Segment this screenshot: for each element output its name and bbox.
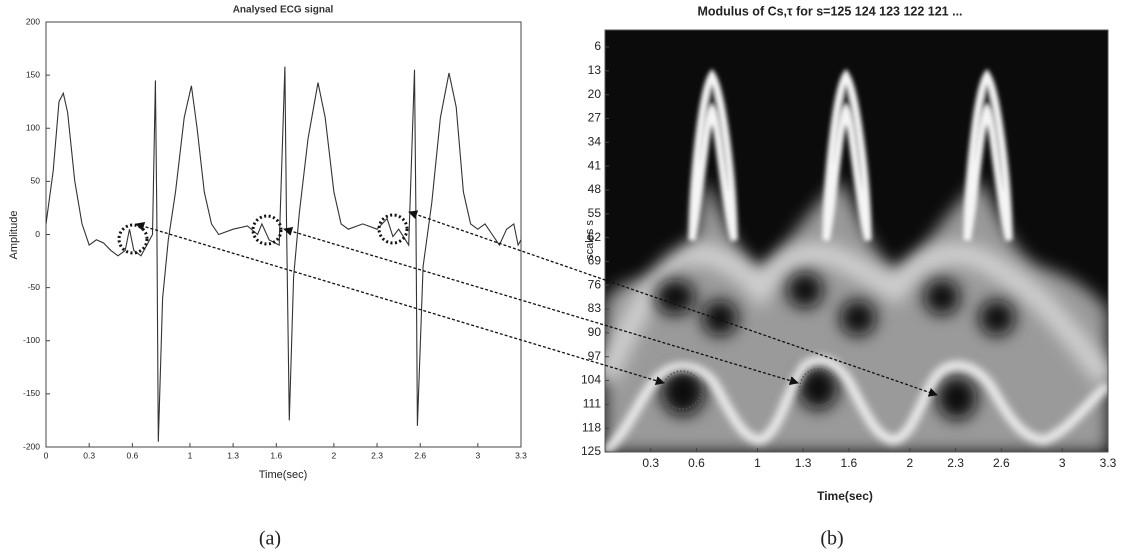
x-tick-label: 0.3 [83, 450, 95, 460]
y-tick-label: 13 [588, 63, 602, 77]
y-tick-label: 97 [588, 349, 602, 363]
y-tick-label: 34 [588, 134, 602, 148]
y-tick-label: 104 [581, 373, 601, 387]
y-tick-label: -100 [23, 335, 40, 345]
y-tick-label: -50 [28, 282, 41, 292]
ecg-line [45, 66, 522, 442]
x-tick-label: 2 [907, 456, 914, 470]
y-tick-label: 100 [26, 123, 40, 133]
annotations [117, 210, 976, 417]
caption: (a) [259, 528, 281, 550]
x-tick-label: 2.6 [414, 450, 426, 460]
x-axis-label: Time(sec) [259, 469, 307, 481]
y-tick-label: 125 [581, 444, 601, 458]
x-axis-label: Time(sec) [817, 489, 873, 503]
y-tick-label: 83 [588, 301, 602, 315]
y-tick-label: 200 [26, 16, 40, 26]
x-tick-label: 1.6 [270, 450, 282, 460]
y-tick-label: 41 [588, 158, 602, 172]
y-axis-label: scales s [584, 220, 596, 260]
y-tick-label: 50 [31, 176, 41, 186]
y-tick-label: -150 [23, 388, 40, 398]
x-tick-label: 0.6 [688, 456, 705, 470]
x-tick-label: 1.3 [795, 456, 812, 470]
y-tick-label: 0 [35, 229, 40, 239]
y-tick-label: 55 [588, 206, 602, 220]
x-tick-label: 3 [475, 450, 480, 460]
y-tick-label: 76 [588, 277, 602, 291]
y-tick-label: 150 [26, 69, 40, 79]
caption: (b) [820, 528, 843, 550]
y-tick-label: -200 [23, 441, 40, 451]
y-tick-label: 118 [582, 420, 601, 434]
plot-frame-a [45, 21, 522, 448]
x-tick-label: 2.6 [993, 456, 1010, 470]
x-tick-label: 3.3 [1100, 456, 1117, 470]
x-tick-label: 2.3 [947, 456, 964, 470]
x-tick-label: 1 [188, 450, 193, 460]
x-tick-label: 3 [1059, 456, 1066, 470]
x-tick-label: 0.6 [126, 450, 138, 460]
x-tick-label: 2.3 [371, 450, 383, 460]
x-tick-label: 1.3 [227, 450, 239, 460]
y-tick-label: 62 [588, 230, 602, 244]
y-axis-label: Amplitude [8, 211, 20, 260]
y-tick-label: 90 [588, 325, 602, 339]
y-tick-label: 27 [588, 111, 602, 125]
chart-title: Modulus of Cs,τ for s=125 124 123 122 12… [697, 4, 962, 18]
y-tick-label: 69 [588, 254, 602, 268]
x-tick-label: 0 [44, 450, 49, 460]
x-tick-label: 2 [332, 450, 337, 460]
x-tick-label: 3.3 [515, 450, 527, 460]
scalogram-image [605, 30, 1108, 452]
x-tick-label: 1.6 [841, 456, 858, 470]
y-tick-label: 6 [594, 39, 601, 53]
x-tick-label: 1 [754, 456, 761, 470]
x-tick-label: 0.3 [642, 456, 659, 470]
chart-title: Analysed ECG signal [233, 5, 334, 16]
y-tick-label: 111 [583, 397, 602, 411]
y-tick-label: 48 [588, 182, 602, 196]
y-tick-label: 20 [588, 87, 602, 101]
